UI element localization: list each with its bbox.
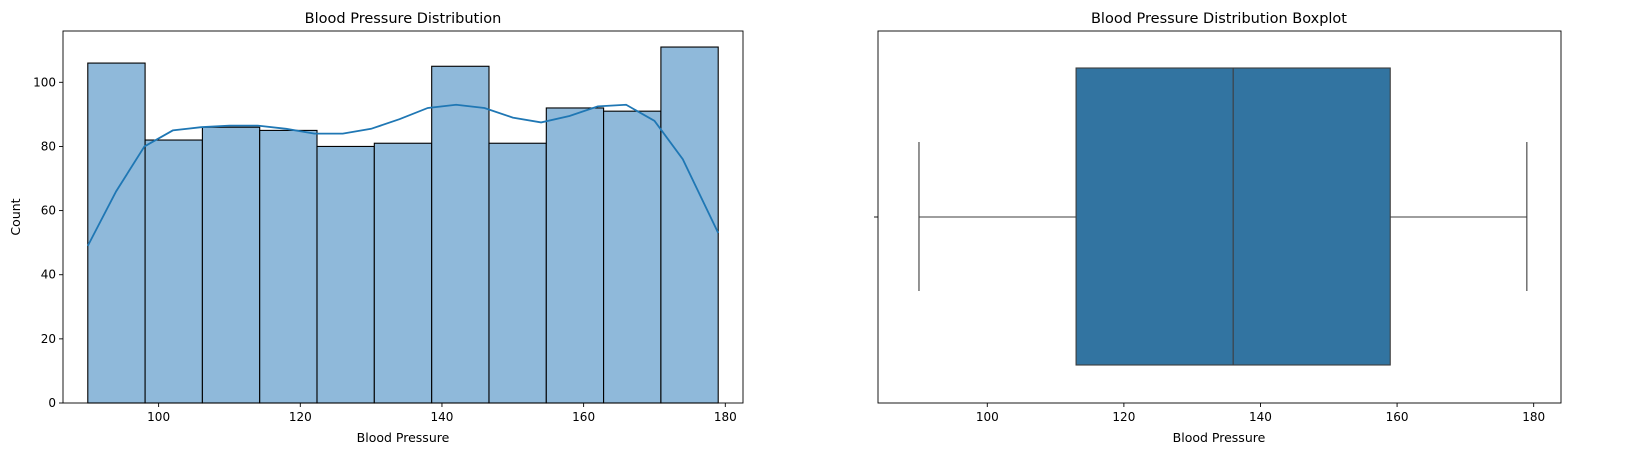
histogram-bar [431, 65, 490, 404]
histogram-y-tick-label: 0 [48, 396, 56, 410]
histogram-bar [545, 107, 605, 404]
histogram-bar [259, 129, 318, 404]
histogram-x-tick-label: 100 [147, 410, 170, 424]
boxplot-shapes [874, 67, 1528, 366]
histogram-bars [87, 46, 719, 404]
boxplot-x-tick-label: 180 [1522, 410, 1545, 424]
histogram-x-tick-label: 140 [431, 410, 454, 424]
histogram-y-axis-label: Count [8, 198, 23, 235]
histogram-bar [603, 110, 662, 404]
boxplot-x-ticks: 100 120 140 160 180 [976, 403, 1545, 424]
histogram-bar [488, 142, 547, 404]
histogram-y-ticks: 0 20 40 60 80 100 [33, 75, 63, 410]
histogram-bar [87, 62, 146, 404]
boxplot-x-axis-label: Blood Pressure [1173, 430, 1266, 445]
histogram-y-tick-label: 80 [41, 139, 56, 153]
boxplot-axes-frame [877, 30, 1562, 404]
histogram-panel: Blood Pressure Distribution 100 120 140 160… [8, 11, 744, 445]
histogram-axes-frame [62, 30, 744, 404]
histogram-x-tick-label: 180 [714, 410, 737, 424]
histogram-x-axis-label: Blood Pressure [357, 430, 450, 445]
histogram-bar [373, 142, 433, 404]
boxplot-x-tick-label: 160 [1386, 410, 1409, 424]
histogram-x-ticks: 100 120 140 160 180 [147, 403, 737, 424]
histogram-bar [144, 139, 203, 404]
histogram-y-tick-label: 20 [41, 332, 56, 346]
histogram-bar [201, 126, 261, 404]
boxplot-x-tick-label: 100 [976, 410, 999, 424]
boxplot-panel: Blood Pressure Distribution Boxplot 100 1… [874, 11, 1562, 445]
histogram-kde-line [86, 103, 720, 247]
boxplot-x-tick-label: 120 [1112, 410, 1135, 424]
histogram-y-tick-label: 40 [41, 268, 56, 282]
histogram-x-tick-label: 160 [572, 410, 595, 424]
histogram-bar [316, 145, 375, 404]
histogram-y-tick-label: 60 [41, 204, 56, 218]
boxplot-title: Blood Pressure Distribution Boxplot [1091, 11, 1347, 27]
histogram-title: Blood Pressure Distribution [305, 11, 502, 27]
histogram-x-tick-label: 120 [289, 410, 312, 424]
boxplot-x-tick-label: 140 [1249, 410, 1272, 424]
histogram-bar [660, 46, 719, 404]
histogram-y-tick-label: 100 [33, 75, 56, 89]
